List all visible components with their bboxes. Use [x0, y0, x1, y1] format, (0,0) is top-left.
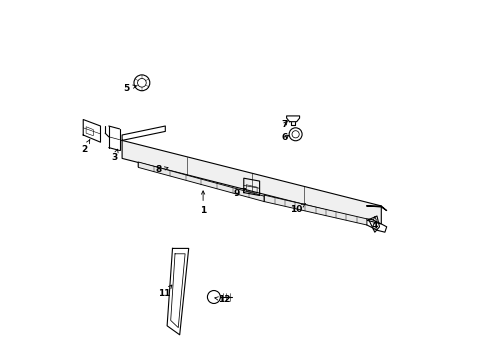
Text: 11: 11: [158, 285, 172, 298]
Text: 10: 10: [290, 203, 305, 214]
Text: 6: 6: [281, 133, 288, 142]
Text: 8: 8: [155, 166, 168, 175]
Text: 5: 5: [123, 84, 136, 93]
Text: 4: 4: [371, 217, 377, 230]
Text: 3: 3: [112, 149, 118, 162]
Text: 1: 1: [200, 191, 206, 215]
Text: 12: 12: [214, 295, 230, 304]
Polygon shape: [264, 195, 366, 225]
Text: 7: 7: [281, 120, 287, 129]
Polygon shape: [122, 140, 381, 224]
Text: 2: 2: [81, 140, 90, 154]
Polygon shape: [138, 162, 264, 202]
Text: 9: 9: [233, 188, 245, 198]
